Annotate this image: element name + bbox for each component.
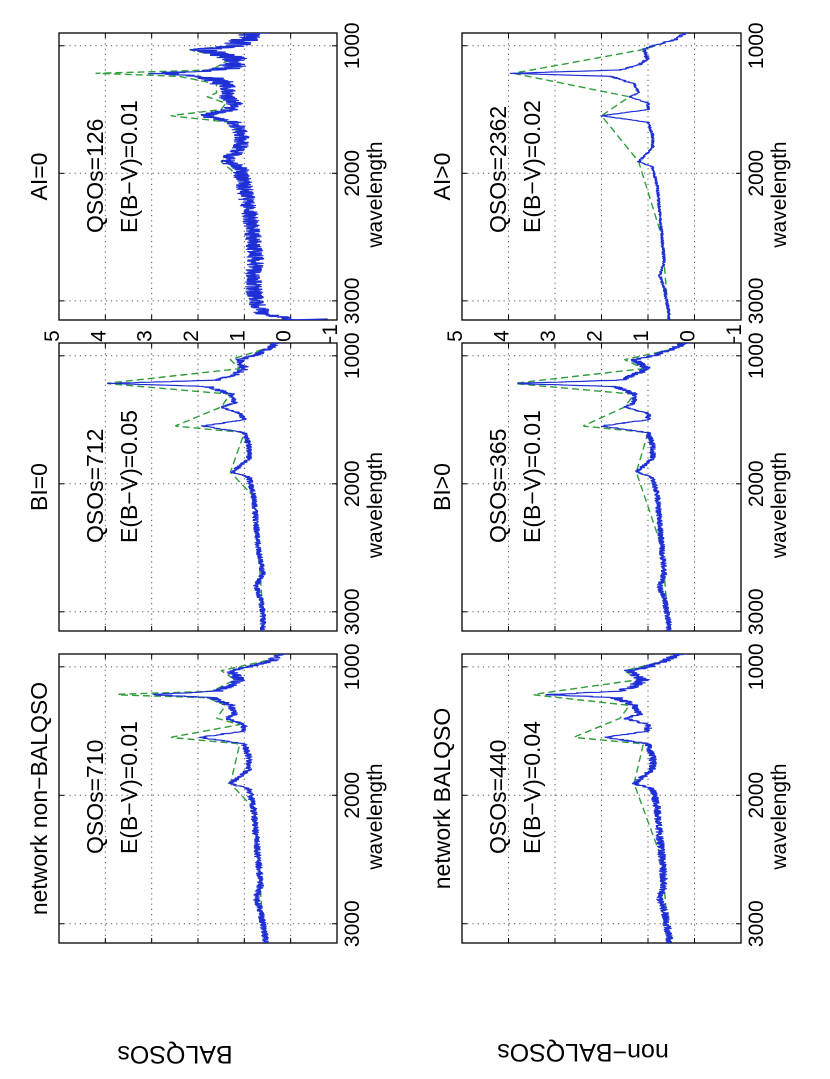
x-axis-label: wavelength [768, 763, 791, 870]
y-tick-label: 2 [180, 330, 203, 342]
annotation-line: E(B−V)=0.04 [519, 721, 545, 854]
annotation-line: E(B−V)=0.01 [519, 410, 545, 543]
panel-title: BI>0 [429, 463, 455, 511]
x-axis-label: wavelength [364, 763, 387, 870]
annotation-line: QSOs=712 [82, 429, 108, 543]
annotation-line: QSOs=440 [485, 740, 511, 854]
x-tick-label: 1000 [745, 22, 768, 69]
annotation-line: E(B−V)=0.01 [116, 100, 142, 233]
x-tick-label: 3000 [745, 588, 768, 635]
x-axis-label: wavelength [364, 452, 387, 559]
series-group [95, 33, 328, 320]
series-line-dashed [107, 348, 264, 631]
panel-1-1: 1000 2000 3000 wavelength BI>0 QSOs=365 E(B−V)… [429, 332, 791, 635]
y-tick-label: 3 [134, 330, 157, 342]
x-tick-label: 1000 [341, 643, 364, 690]
y-tick-label: 0 [677, 330, 700, 342]
annotation-line: E(B−V)=0.05 [116, 410, 142, 543]
y-tick-label: 2 [584, 330, 607, 342]
series-group [509, 33, 688, 320]
annotation-line: QSOs=126 [82, 119, 108, 233]
x-tick-label: 1000 [341, 332, 364, 379]
x-axis-label: wavelength [768, 452, 791, 559]
y-tick-label: 3 [537, 330, 560, 342]
x-axis-label: wavelength [768, 141, 791, 248]
series-line-dashed [513, 38, 677, 320]
series-line-dashed [117, 659, 268, 943]
series-group [532, 654, 688, 943]
panel-0-1: 1000 2000 3000 wavelength BI=0 QSOs=712 E(B−V)… [26, 332, 387, 635]
y-tick-label: 1 [630, 330, 653, 342]
annotation-line: E(B−V)=0.01 [116, 721, 142, 854]
panel-title: AI>0 [429, 153, 455, 201]
series-line-dashed [514, 348, 672, 631]
series-line-solid [152, 654, 288, 943]
panel-1-0: 100020003000wavelength−1012345FluxAI>0QS… [429, 22, 791, 386]
x-axis-label: wavelength [364, 141, 387, 248]
x-tick-label: 3000 [341, 900, 364, 947]
series-line-dashed [532, 659, 670, 943]
x-tick-label: 2000 [745, 150, 768, 197]
x-tick-label: 3000 [341, 588, 364, 635]
series-line-dashed [95, 45, 245, 187]
x-tick-label: 2000 [745, 772, 768, 819]
annotation-line: QSOs=710 [82, 740, 108, 854]
annotation-line: QSOs=2362 [485, 106, 511, 233]
row-label-balqsos: BALQSOs [117, 1040, 232, 1068]
y-tick-label: 4 [87, 330, 110, 342]
y-tick-label: −1 [319, 324, 342, 348]
x-tick-label: 3000 [745, 278, 768, 325]
plot-frame [58, 653, 338, 944]
series-line-solid [517, 343, 691, 631]
panel-title: AI=0 [26, 153, 52, 201]
grid [462, 33, 741, 320]
y-tick-label: 4 [491, 330, 514, 342]
panel-title: network non−BALQSO [26, 682, 52, 915]
x-tick-label: 1000 [745, 332, 768, 379]
x-tick-label: 3000 [341, 278, 364, 325]
series-line-solid [148, 33, 328, 320]
annotation-line: QSOs=365 [485, 429, 511, 543]
row-label-non-balqsos: non−BALQSOs [497, 1038, 669, 1066]
x-tick-label: 2000 [341, 460, 364, 507]
x-tick-label: 3000 [745, 900, 768, 947]
grid [59, 33, 337, 320]
panel-title: BI=0 [26, 463, 52, 511]
series-group [514, 343, 691, 631]
y-tick-label: 0 [273, 330, 296, 342]
x-tick-label: 2000 [341, 150, 364, 197]
panel-title: network BALQSO [429, 708, 455, 890]
series-group [107, 343, 282, 631]
x-tick-label: 2000 [341, 772, 364, 819]
annotation-line: E(B−V)=0.02 [519, 100, 545, 233]
series-line-solid [509, 33, 688, 320]
series-group [117, 654, 288, 943]
x-tick-label: 2000 [745, 460, 768, 507]
panel-0-0: 100020003000wavelength−1012345FluxAI=0QS… [26, 22, 387, 386]
y-tick-label: 5 [444, 330, 467, 342]
panel-0-2: 1000 2000 3000 wavelength network non−BALQSO… [26, 643, 387, 947]
series-line-solid [545, 654, 688, 943]
series-line-solid [107, 343, 282, 631]
grid [462, 343, 741, 631]
x-tick-label: 1000 [341, 22, 364, 69]
y-tick-label: 1 [226, 330, 249, 342]
y-tick-label: 5 [41, 330, 64, 342]
x-tick-label: 1000 [745, 643, 768, 690]
panel-1-2: 1000 2000 3000 wavelength network BALQSO QSOs… [429, 643, 791, 947]
y-tick-label: −1 [723, 324, 746, 348]
